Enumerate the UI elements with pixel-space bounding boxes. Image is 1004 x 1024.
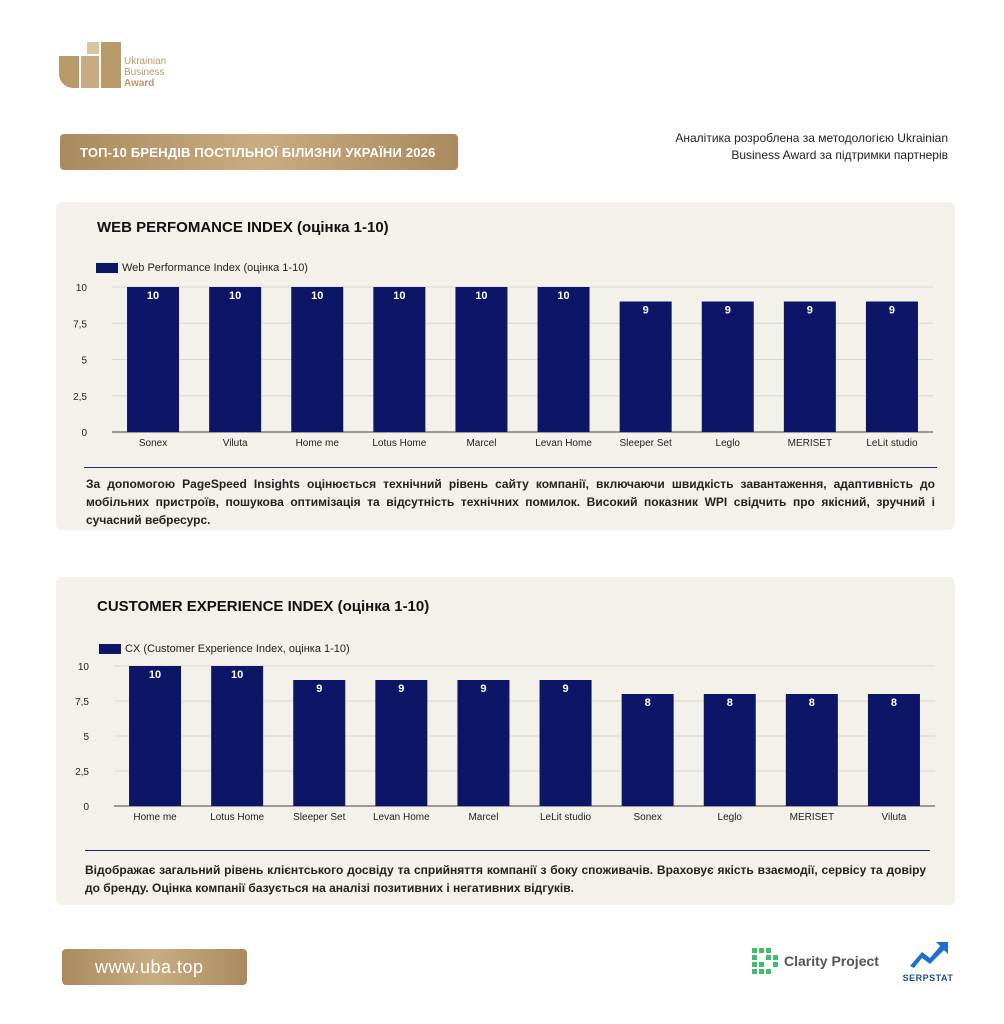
divider: [85, 850, 930, 851]
x-tick-label: Lotus Home: [210, 812, 264, 823]
x-tick-label: MERISET: [790, 812, 834, 823]
data-label: 9: [398, 683, 404, 695]
data-label: 9: [480, 683, 486, 695]
y-tick-label: 5: [83, 732, 89, 743]
x-tick-label: Marcel: [468, 812, 498, 823]
bar: [375, 680, 428, 806]
data-label: 10: [229, 290, 241, 302]
x-tick-label: Sonex: [633, 812, 661, 823]
bar: [539, 680, 592, 806]
x-tick-label: Viluta: [882, 812, 907, 823]
x-tick-label: Home me: [133, 812, 177, 823]
data-label: 9: [316, 683, 322, 695]
bar: [373, 287, 426, 432]
serpstat-label: SERPSTAT: [902, 973, 954, 983]
data-label: 9: [562, 683, 568, 695]
legend-swatch: [99, 644, 121, 654]
chart-title: CUSTOMER EXPERIENCE INDEX (оцінка 1-10): [97, 598, 430, 615]
data-label: 9: [807, 305, 813, 317]
bar: [455, 287, 508, 432]
bar: [783, 301, 836, 432]
data-label: 10: [393, 290, 405, 302]
bar: [701, 301, 754, 432]
bar: [785, 694, 838, 806]
clarity-project-logo: Clarity Project: [752, 948, 879, 974]
y-tick-label: 0: [83, 802, 89, 813]
data-label: 10: [147, 290, 159, 302]
data-label: 10: [311, 290, 323, 302]
ukrainian-business-award-logo: [59, 42, 121, 88]
bar: [619, 301, 672, 432]
bar: [703, 694, 756, 806]
divider: [84, 467, 937, 468]
y-tick-label: 2,5: [75, 767, 89, 778]
bar: [291, 287, 344, 432]
data-label: 9: [889, 305, 895, 317]
bar: [129, 666, 182, 806]
clarity-grid-icon: [752, 948, 778, 974]
data-label: 10: [149, 669, 161, 681]
bar: [457, 680, 510, 806]
x-tick-label: Leglo: [716, 438, 741, 449]
clarity-project-label: Clarity Project: [784, 953, 879, 969]
x-tick-label: Sonex: [139, 438, 167, 449]
website-link[interactable]: www.uba.top: [62, 949, 247, 985]
bar: [867, 694, 920, 806]
data-label: 9: [643, 305, 649, 317]
bar: [209, 287, 262, 432]
chart-panel-wpi: WEB PERFOMANCE INDEX (оцінка 1-10) Web P…: [56, 202, 955, 530]
data-label: 10: [231, 669, 243, 681]
bar: [865, 301, 918, 432]
y-tick-label: 10: [76, 283, 88, 294]
data-label: 8: [809, 697, 815, 709]
data-label: 8: [891, 697, 897, 709]
x-tick-label: Lotus Home: [372, 438, 426, 449]
x-tick-label: Leglo: [718, 812, 743, 823]
chart-title: WEB PERFOMANCE INDEX (оцінка 1-10): [97, 219, 389, 236]
x-tick-label: Marcel: [466, 438, 496, 449]
serpstat-chart-icon: [910, 942, 948, 968]
serpstat-logo: SERPSTAT: [898, 940, 958, 983]
chart-description: Відображає загальний рівень клієнтського…: [85, 863, 926, 895]
data-label: 8: [645, 697, 651, 709]
page-title: ТОП-10 БРЕНДІВ ПОСТІЛЬНОЇ БІЛИЗНИ УКРАЇН…: [60, 134, 458, 170]
y-tick-label: 0: [81, 428, 87, 439]
data-label: 8: [727, 697, 733, 709]
y-tick-label: 7,5: [75, 697, 89, 708]
x-tick-label: LeLit studio: [540, 812, 592, 823]
wpi-bar-chart: 0 2,5 5 7,5 10 10 Sonex 10 Viluta 10 Home me 10 Lotu…: [73, 283, 933, 449]
y-tick-label: 2,5: [73, 392, 87, 403]
x-tick-label: Levan Home: [373, 812, 430, 823]
cx-bar-chart: 0 2,5 5 7,5 10 10 Home me 10 Lotus Home 9 Sleeper …: [75, 662, 935, 823]
x-tick-label: Sleeper Set: [620, 438, 672, 449]
chart-legend: CX (Customer Experience Index, оцінка 1-…: [99, 643, 350, 655]
methodology-note: Аналітика розроблена за методологією Ukr…: [675, 131, 948, 162]
x-tick-label: Sleeper Set: [293, 812, 345, 823]
chart-legend: Web Performance Index (оцінка 1-10): [96, 262, 308, 274]
x-tick-label: Home me: [296, 438, 340, 449]
legend-label: CX (Customer Experience Index, оцінка 1-…: [125, 643, 350, 655]
x-tick-label: Viluta: [223, 438, 248, 449]
x-tick-label: Levan Home: [535, 438, 592, 449]
x-tick-label: MERISET: [788, 438, 832, 449]
bar: [537, 287, 590, 432]
bar: [293, 680, 346, 806]
data-label: 10: [475, 290, 487, 302]
legend-swatch: [96, 263, 118, 273]
x-tick-label: LeLit studio: [866, 438, 918, 449]
legend-label: Web Performance Index (оцінка 1-10): [122, 262, 308, 274]
chart-panel-cx: CUSTOMER EXPERIENCE INDEX (оцінка 1-10) …: [56, 577, 955, 905]
data-label: 10: [557, 290, 569, 302]
bar: [621, 694, 674, 806]
chart-description: За допомогою PageSpeed Insights оцінюєть…: [86, 477, 935, 527]
y-tick-label: 5: [81, 356, 87, 367]
y-tick-label: 10: [78, 662, 90, 673]
bar: [211, 666, 264, 806]
logo-text: Ukrainian Business Award: [124, 56, 167, 89]
bar: [127, 287, 180, 432]
y-tick-label: 7,5: [73, 319, 87, 330]
data-label: 9: [725, 305, 731, 317]
